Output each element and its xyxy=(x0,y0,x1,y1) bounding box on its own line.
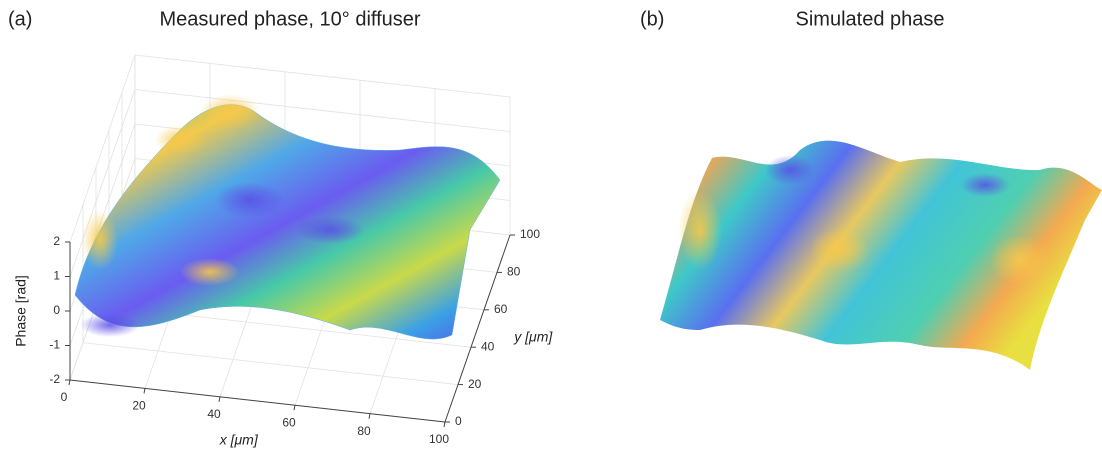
surface-shade xyxy=(960,173,1010,197)
y-tick-label: 40 xyxy=(481,339,495,353)
z-tick-label: 1 xyxy=(53,269,60,283)
tick-mark xyxy=(443,421,446,428)
panel-label: (a) xyxy=(8,8,32,30)
surface-shade xyxy=(810,228,870,272)
surface-shade xyxy=(82,210,118,270)
grid-line xyxy=(82,342,459,385)
y-tick-label: 80 xyxy=(507,265,521,279)
surface-shade xyxy=(990,235,1050,285)
z-tick-label: 0 xyxy=(53,303,60,317)
surface-shade xyxy=(215,182,285,218)
grid-line xyxy=(69,54,136,243)
z-axis-label: Phase [rad] xyxy=(13,275,29,347)
grid-line xyxy=(134,54,511,98)
z-tick-label: -1 xyxy=(49,338,60,352)
surface xyxy=(660,140,1102,370)
z-tick-label: -2 xyxy=(49,372,60,386)
surface-shade xyxy=(678,190,722,270)
surface xyxy=(74,104,501,340)
surface-shade xyxy=(155,125,205,155)
surface-shade xyxy=(80,313,140,337)
surface-shade xyxy=(295,216,365,244)
surface-shade xyxy=(765,155,815,185)
x-tick-label: 20 xyxy=(132,399,146,413)
panel-label: (b) xyxy=(640,8,664,30)
grid-line xyxy=(69,89,136,277)
y-tick-label: 100 xyxy=(520,227,540,241)
surface-shade xyxy=(200,94,260,130)
x-tick-label: 0 xyxy=(61,390,68,404)
tick-mark xyxy=(293,405,296,411)
surface-shade xyxy=(180,258,240,286)
tick-mark xyxy=(143,388,146,394)
x-tick-label: 40 xyxy=(207,407,221,421)
chart-title: Simulated phase xyxy=(796,8,945,30)
chart-title: Measured phase, 10° diffuser xyxy=(159,8,420,30)
tick-mark xyxy=(218,396,221,402)
x-tick-label: 100 xyxy=(429,432,449,446)
z-tick-label: 2 xyxy=(53,234,60,248)
x-tick-label: 80 xyxy=(357,424,371,438)
tick-mark xyxy=(368,413,371,419)
x-axis-label: x [μm] xyxy=(219,432,259,448)
y-axis-label: y [μm] xyxy=(513,329,553,345)
axis-line xyxy=(444,234,511,423)
axis-line xyxy=(69,379,446,423)
y-tick-label: 0 xyxy=(455,414,462,428)
y-tick-label: 60 xyxy=(494,302,508,316)
x-tick-label: 60 xyxy=(282,415,296,429)
y-tick-label: 20 xyxy=(468,377,482,391)
grid-line xyxy=(134,89,511,132)
tick-mark xyxy=(68,379,71,386)
